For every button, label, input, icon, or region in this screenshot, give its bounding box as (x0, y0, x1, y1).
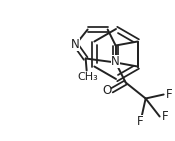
Text: CH₃: CH₃ (77, 72, 98, 82)
Text: N: N (71, 38, 80, 51)
Text: F: F (166, 88, 173, 101)
Text: N: N (111, 55, 120, 68)
Text: F: F (137, 115, 144, 128)
Text: O: O (102, 84, 111, 97)
Text: F: F (162, 110, 169, 123)
